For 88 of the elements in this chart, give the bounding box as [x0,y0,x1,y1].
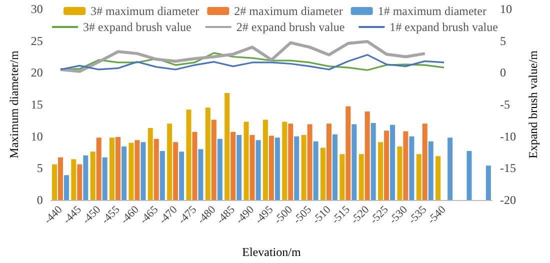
bar [102,157,108,200]
bar [250,135,255,200]
bar [436,156,441,200]
legend-label: 2# expand brush value [236,20,345,34]
bar [364,112,370,200]
y2-tick-label: -15 [500,161,516,176]
y-tick-label: 5 [36,161,43,176]
y-tick-label: 10 [30,129,43,144]
bar [71,159,76,200]
bar [179,152,184,200]
bar [326,124,332,200]
bar [332,134,338,200]
bar [83,155,88,200]
legend-label: 1# expand brush value [390,20,498,34]
bar [397,146,402,200]
bar [52,164,57,200]
bar [301,135,306,200]
bar [77,164,82,200]
legend-label: 3# expand brush value [83,20,192,34]
bar [307,124,312,200]
legend-label: 1# maximum diameter [378,4,486,18]
legend-label: 3# maximum diameter [90,4,200,18]
bar [128,142,134,200]
bar [211,120,216,200]
y2-tick-label: 10 [500,2,512,16]
bar [320,148,326,200]
bar [428,141,434,200]
bar [96,138,102,200]
bar [110,138,115,200]
bar [148,128,153,200]
bar [274,138,280,200]
y-tick-label: 25 [30,34,43,48]
bar [224,93,230,200]
bar [230,132,236,200]
x-axis-title: Elevation/m [242,245,302,259]
bar [236,135,242,200]
bar [403,131,408,200]
bar [346,106,351,200]
y2-tick-label: -5 [500,98,510,112]
bar [160,150,165,200]
bar [448,138,453,200]
y-tick-label: 20 [30,66,43,80]
bar [262,120,268,200]
bar [313,141,318,200]
y-tick-label: 0 [36,193,43,207]
bar [198,149,204,200]
bar [90,152,96,200]
bar [384,130,390,200]
bar [154,138,159,200]
bar [217,138,222,200]
bar [116,136,121,200]
legend-label: 2# maximum diameter [234,4,343,18]
bar [416,154,422,200]
bar [58,157,63,200]
bar [192,132,198,200]
y2-axis-title: Expand brush value/m [526,50,540,158]
bar [167,124,172,200]
bar [282,122,288,200]
bar [390,124,396,200]
bar [466,150,472,200]
bar [409,136,414,200]
bar [378,142,384,200]
bar [370,122,376,200]
y2-tick-label: 5 [500,34,506,48]
bar [64,175,69,200]
bar [352,124,357,200]
bar [288,124,294,200]
bar [422,124,428,200]
y-tick-label: 15 [30,98,43,112]
bar [140,142,146,200]
bar [294,136,300,200]
bar [134,140,140,200]
y-axis-title: Maximum diameter/m [7,50,21,158]
y2-tick-label: 0 [500,66,506,80]
bar [205,108,210,200]
y-tick-label: 30 [30,2,43,16]
bar [173,142,178,200]
line-series [58,40,426,73]
y2-tick-label: -20 [500,193,516,207]
bar [268,136,274,200]
bar [486,166,491,200]
bar [358,154,364,200]
bar [340,154,345,200]
bar [186,110,192,200]
bar [122,146,127,200]
bar [256,140,261,200]
bar [244,122,249,200]
y2-tick-label: -10 [500,129,516,144]
